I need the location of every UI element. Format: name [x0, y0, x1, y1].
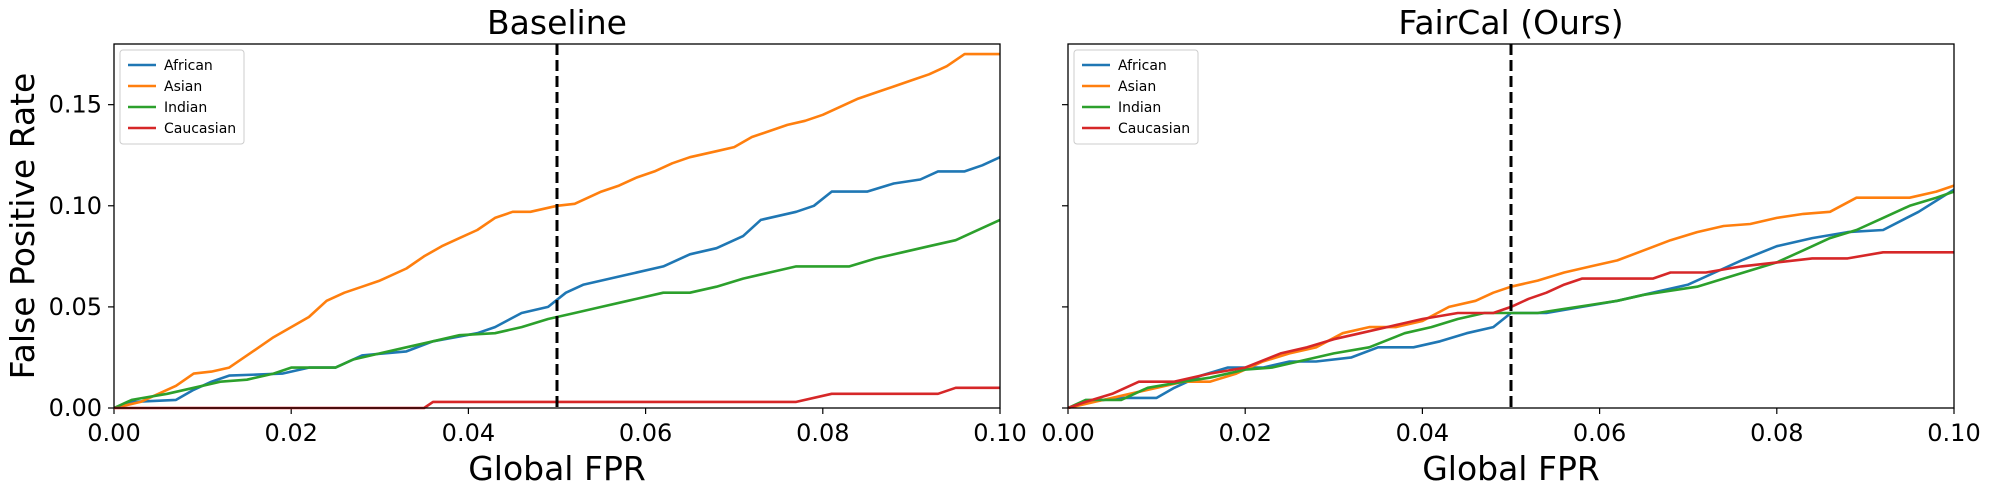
chart-panel-2: 0.00 0.02 0.04 0.06 0.08 0.10 FairCal (Ours) Gl…: [1041, 3, 1980, 488]
y-tick-label: 0.15: [49, 91, 102, 119]
x-tick-label: 0.06: [1573, 419, 1626, 447]
x-tick-label: 0.00: [1041, 419, 1094, 447]
chart-title: FairCal (Ours): [1398, 3, 1623, 42]
x-tick-label: 0.06: [619, 419, 672, 447]
x-tick-label: 0.10: [973, 419, 1026, 447]
legend: African Asian Indian Caucasian: [119, 49, 245, 145]
series-line-caucasian: [114, 386, 1000, 410]
legend-box: [119, 49, 245, 145]
x-tick-label: 0.08: [1750, 419, 1803, 447]
series-line-asian: [114, 52, 1000, 410]
axes-frame: [1067, 43, 1955, 409]
x-axis-label: Global FPR: [1422, 449, 1600, 488]
y-tick-label: 0.05: [49, 293, 102, 321]
axes-frame: [113, 43, 1001, 409]
legend-label: Caucasian: [1118, 121, 1190, 137]
x-axis-label: Global FPR: [468, 449, 646, 488]
series-line-caucasian: [1068, 251, 1954, 410]
series-line-indian: [1068, 190, 1954, 410]
legend-label: African: [1118, 58, 1167, 74]
legend-label: Indian: [164, 100, 207, 116]
x-tick-label: 0.10: [1927, 419, 1980, 447]
chart-panel-1: 0.00 0.02 0.04 0.06 0.08 0.10 0.00 0.05 0.10 0.15…: [3, 3, 1027, 488]
y-tick-label: 0.00: [49, 394, 102, 422]
chart-title: Baseline: [487, 3, 627, 42]
x-tick-label: 0.08: [796, 419, 849, 447]
x-tick-label: 0.04: [442, 419, 495, 447]
y-tick-label: 0.10: [49, 192, 102, 220]
legend-label: African: [164, 58, 213, 74]
x-tick-label: 0.02: [1218, 419, 1271, 447]
legend: African Asian Indian Caucasian: [1073, 49, 1199, 145]
legend-label: Indian: [1118, 100, 1161, 116]
legend-box: [1073, 49, 1199, 145]
series-line-indian: [114, 218, 1000, 410]
legend-label: Caucasian: [164, 121, 236, 137]
y-axis-label: False Positive Rate: [3, 73, 42, 380]
legend-label: Asian: [164, 79, 202, 95]
legend-label: Asian: [1118, 79, 1156, 95]
series-line-african: [114, 155, 1000, 410]
x-tick-label: 0.02: [264, 419, 317, 447]
x-tick-label: 0.00: [87, 419, 140, 447]
x-tick-label: 0.04: [1396, 419, 1449, 447]
